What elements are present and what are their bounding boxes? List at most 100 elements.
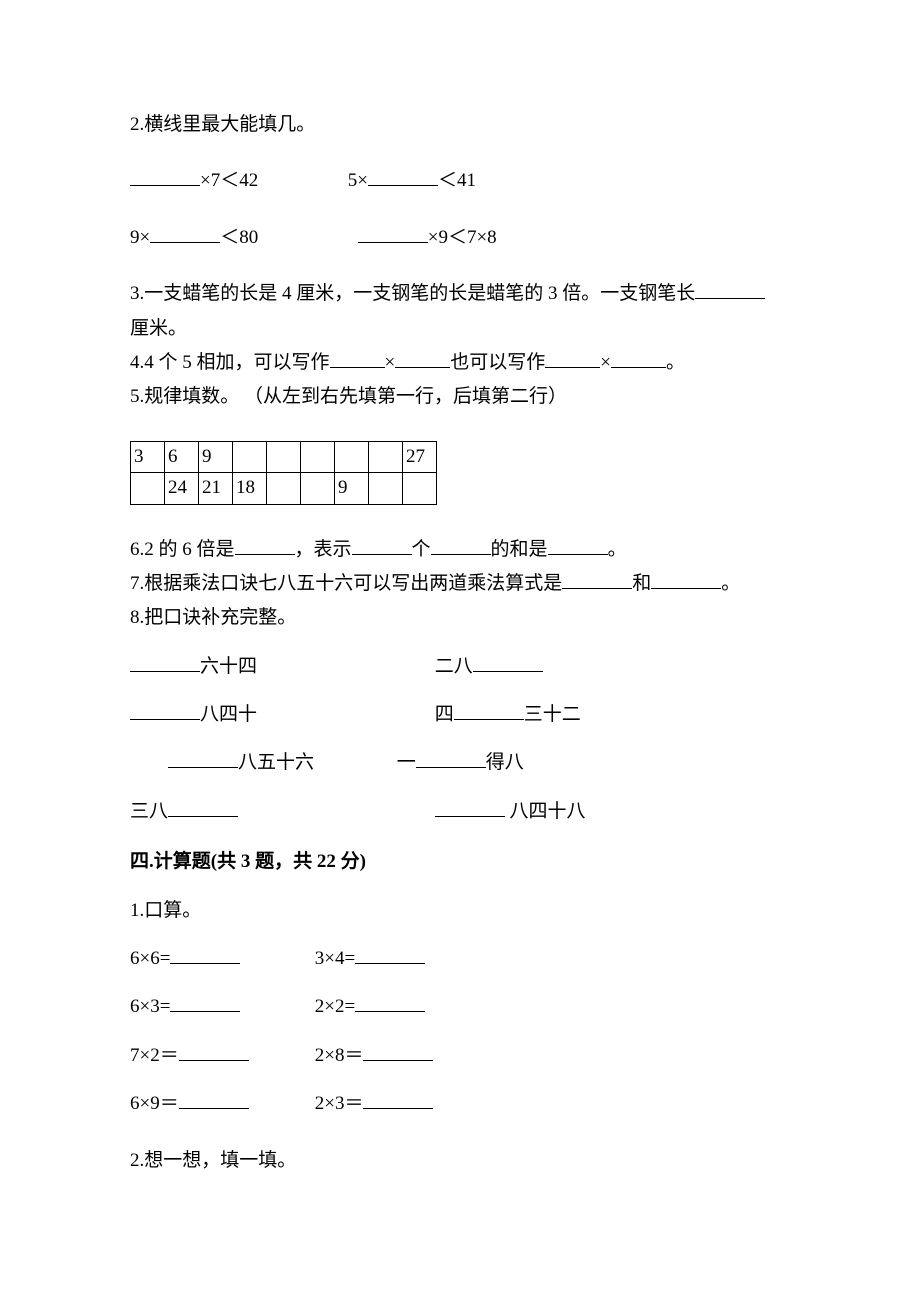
cell[interactable] [267, 473, 301, 504]
cell[interactable] [131, 473, 165, 504]
pattern-table-wrap: 3 6 9 27 24 21 18 9 [130, 441, 790, 505]
cell[interactable]: 9 [199, 441, 233, 472]
cell[interactable] [369, 441, 403, 472]
text: 。 [721, 573, 740, 594]
blank-field[interactable] [168, 749, 238, 768]
cell[interactable]: 6 [165, 441, 199, 472]
cell[interactable]: 3 [131, 441, 165, 472]
table-row: 3 6 9 27 [131, 441, 437, 472]
text: 的和是 [491, 539, 548, 560]
text: 个 [412, 539, 431, 560]
blank-field[interactable] [545, 349, 600, 368]
text: 4.4 个 5 相加，可以写作 [130, 352, 330, 373]
cell[interactable]: 27 [403, 441, 437, 472]
blank-field[interactable] [330, 349, 385, 368]
blank-field[interactable] [179, 1090, 249, 1109]
q6-line: 6.2 的 6 倍是 ，表示 个 的和是 。 [130, 535, 790, 565]
text: 2×8＝ [315, 1045, 364, 1066]
q7-line: 7.根据乘法口诀七八五十六可以写出两道乘法算式是 和 。 [130, 569, 790, 599]
text: 八五十六 [238, 752, 314, 773]
blank-field[interactable] [454, 701, 524, 720]
cell[interactable] [369, 473, 403, 504]
cell[interactable] [335, 441, 369, 472]
text: 6×3= [130, 996, 170, 1017]
blank-field[interactable] [363, 1090, 433, 1109]
text: 3.一支蜡笔的长是 4 厘米，一支钢笔的长是蜡笔的 3 倍。一支钢笔长 [130, 283, 695, 304]
blank-field[interactable] [168, 798, 238, 817]
text: ，表示 [295, 539, 352, 560]
q8-title: 8.把口诀补充完整。 [130, 603, 790, 633]
q2-row1: ×7＜42 5×＜41 [130, 166, 790, 196]
text: ×7＜42 [200, 170, 258, 191]
text: ＜80 [220, 227, 258, 248]
blank-field[interactable] [395, 349, 450, 368]
q8-row3: 八五十六 一得八 [130, 748, 790, 778]
text: 一 [397, 752, 416, 773]
cell[interactable] [267, 441, 301, 472]
calc-row: 6×6= 3×4= [130, 944, 790, 974]
text: 6.2 的 6 倍是 [130, 539, 235, 560]
blank-field[interactable] [611, 349, 666, 368]
blank-field[interactable] [150, 224, 220, 243]
calc-row: 7×2＝ 2×8＝ [130, 1041, 790, 1071]
cell[interactable] [233, 441, 267, 472]
blank-field[interactable] [651, 570, 721, 589]
text: 5× [348, 170, 368, 191]
blank-field[interactable] [473, 653, 543, 672]
text: 也可以写作 [450, 352, 545, 373]
blank-field[interactable] [695, 280, 765, 299]
blank-field[interactable] [179, 1042, 249, 1061]
text: 7.根据乘法口诀七八五十六可以写出两道乘法算式是 [130, 573, 562, 594]
blank-field[interactable] [435, 798, 505, 817]
blank-field[interactable] [170, 945, 240, 964]
cell[interactable]: 18 [233, 473, 267, 504]
text: 四 [435, 704, 454, 725]
text: 6×6= [130, 948, 170, 969]
blank-field[interactable] [130, 653, 200, 672]
text: 二八 [435, 656, 473, 677]
cell[interactable] [301, 473, 335, 504]
q2-row2: 9× ＜80 ×9＜7×8 [130, 223, 790, 253]
text: 7×2＝ [130, 1045, 179, 1066]
blank-field[interactable] [548, 536, 608, 555]
q8-row4: 三八 八四十八 [130, 797, 790, 827]
text: 。 [608, 539, 627, 560]
blank-field[interactable] [355, 993, 425, 1012]
blank-field[interactable] [416, 749, 486, 768]
blank-field[interactable] [431, 536, 491, 555]
blank-field[interactable] [368, 167, 438, 186]
blank-field[interactable] [358, 224, 428, 243]
text: 6×9＝ [130, 1093, 179, 1114]
text: 八四十 [200, 704, 257, 725]
cell[interactable]: 21 [199, 473, 233, 504]
text: 3×4= [315, 948, 355, 969]
blank-field[interactable] [355, 945, 425, 964]
cell[interactable] [403, 473, 437, 504]
calc-row: 6×3= 2×2= [130, 992, 790, 1022]
text: 三八 [130, 801, 168, 822]
blank-field[interactable] [170, 993, 240, 1012]
s4q1-title: 1.口算。 [130, 896, 790, 926]
blank-field[interactable] [235, 536, 295, 555]
blank-field[interactable] [363, 1042, 433, 1061]
table-row: 24 21 18 9 [131, 473, 437, 504]
text: 9× [130, 227, 150, 248]
q3-line2: 厘米。 [130, 314, 790, 344]
blank-field[interactable] [130, 167, 200, 186]
q4-line: 4.4 个 5 相加，可以写作×也可以写作×。 [130, 348, 790, 378]
blank-field[interactable] [130, 701, 200, 720]
cell[interactable] [301, 441, 335, 472]
q8-row2: 八四十 四三十二 [130, 700, 790, 730]
text: 2×3＝ [315, 1093, 364, 1114]
text: 厘米。 [130, 318, 187, 339]
cell[interactable]: 24 [165, 473, 199, 504]
cell[interactable]: 9 [335, 473, 369, 504]
blank-field[interactable] [352, 536, 412, 555]
text: 和 [632, 573, 651, 594]
section4-heading: 四.计算题(共 3 题，共 22 分) [130, 847, 790, 877]
blank-field[interactable] [562, 570, 632, 589]
text: ×9＜7×8 [428, 227, 497, 248]
pattern-table: 3 6 9 27 24 21 18 9 [130, 441, 437, 505]
q3-line: 3.一支蜡笔的长是 4 厘米，一支钢笔的长是蜡笔的 3 倍。一支钢笔长 [130, 279, 790, 309]
q8-row1: 六十四 二八 [130, 652, 790, 682]
